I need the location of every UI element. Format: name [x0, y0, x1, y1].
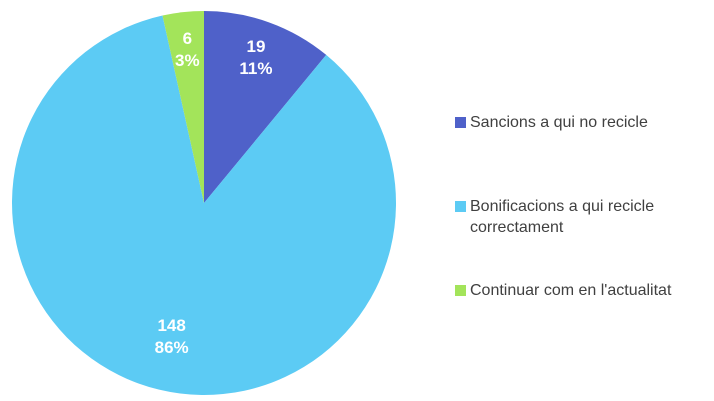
legend-label: Sancions a qui no recicle	[470, 114, 648, 131]
percent-label: 11%	[239, 59, 272, 78]
legend-item: Bonificacions a qui recicle correctament	[455, 196, 705, 280]
legend: Sancions a qui no recicle Bonificacions a…	[455, 112, 705, 364]
legend-label: Continuar com en l'actualitat	[470, 282, 672, 299]
value-label: 6	[183, 29, 192, 48]
legend-item: Continuar com en l'actualitat	[455, 280, 705, 364]
legend-swatch	[455, 201, 466, 212]
legend-swatch	[455, 117, 466, 128]
percent-label: 86%	[155, 338, 189, 357]
pie-slice	[204, 11, 327, 203]
percent-label: 3%	[175, 51, 200, 70]
legend-swatch	[455, 285, 466, 296]
value-label: 19	[246, 37, 265, 56]
legend-item: Sancions a qui no recicle	[455, 112, 705, 196]
legend-label: Bonificacions a qui recicle correctament	[470, 198, 655, 236]
pie-slice	[162, 11, 204, 203]
value-label: 148	[157, 316, 185, 335]
pie-slice	[11, 15, 397, 396]
